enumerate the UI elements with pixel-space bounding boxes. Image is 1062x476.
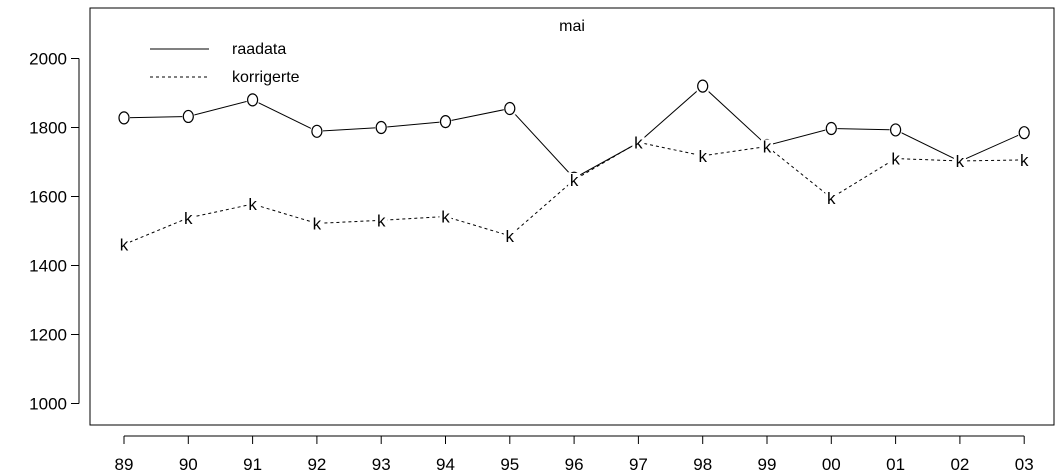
marker-knockout	[1018, 152, 1031, 167]
y-tick-label: 1800	[29, 119, 67, 138]
data-point-korrigerte: k	[634, 133, 643, 152]
data-point-korrigerte: k	[377, 211, 386, 230]
series-line-raadata	[123, 85, 1025, 179]
x-tick-label: 03	[1015, 455, 1034, 474]
data-point-korrigerte: k	[441, 208, 450, 227]
x-tick-label: 95	[500, 455, 519, 474]
data-point-raadata	[375, 120, 387, 135]
data-point-korrigerte: k	[827, 189, 836, 208]
y-tick-label: 1600	[29, 188, 67, 207]
data-point-korrigerte: k	[891, 150, 900, 169]
marker-knockout	[375, 121, 388, 134]
data-point-raadata	[697, 79, 709, 93]
series-group: k k k k k k k k k k k k k k k	[118, 79, 1031, 254]
marker-knockout	[375, 213, 388, 228]
chart-title: mai	[559, 18, 585, 35]
data-point-korrigerte: k	[120, 235, 129, 254]
data-point-korrigerte: k	[698, 147, 707, 166]
x-tick-label: 96	[565, 455, 584, 474]
data-point-korrigerte: k	[763, 137, 772, 156]
x-tick-label: 94	[436, 455, 455, 474]
marker-knockout	[503, 228, 516, 243]
y-tick-label: 2000	[29, 50, 67, 69]
marker-knockout	[1018, 126, 1031, 139]
marker-knockout	[696, 80, 709, 93]
y-tick-label: 1200	[29, 326, 67, 345]
legend: raadata korrigerte	[150, 41, 300, 86]
y-tick-label: 1000	[29, 395, 67, 414]
marker-knockout	[696, 148, 709, 163]
data-point-raadata	[439, 115, 452, 129]
legend-label-raadata: raadata	[232, 41, 286, 58]
data-point-raadata	[182, 109, 194, 124]
x-tick-label: 02	[950, 455, 969, 474]
marker-knockout	[889, 151, 902, 166]
data-point-korrigerte: k	[248, 195, 257, 214]
data-point-korrigerte: k	[506, 227, 515, 246]
marker-knockout	[953, 153, 966, 168]
data-point-korrigerte: k	[570, 171, 579, 190]
series-line-korrigerte	[123, 141, 1025, 245]
marker-knockout	[889, 123, 902, 136]
marker-knockout	[246, 93, 259, 106]
marker-knockout	[439, 209, 452, 224]
marker-knockout	[182, 110, 195, 123]
marker-knockout	[310, 125, 323, 138]
data-point-korrigerte: k	[956, 152, 965, 171]
data-point-raadata	[889, 123, 902, 137]
y-tick-label: 1400	[29, 257, 67, 276]
data-point-raadata	[311, 124, 323, 138]
data-point-raadata	[118, 111, 130, 125]
marker-knockout	[182, 210, 195, 225]
x-tick-label: 00	[822, 455, 841, 474]
marker-knockout	[825, 122, 838, 135]
x-tick-label: 01	[886, 455, 905, 474]
x-tick-label: 91	[243, 455, 262, 474]
legend-label-korrigerte: korrigerte	[232, 69, 300, 86]
data-point-korrigerte: k	[1020, 151, 1029, 170]
marker-knockout	[632, 135, 645, 150]
marker-knockout	[118, 111, 130, 124]
marker-knockout	[118, 237, 130, 252]
x-tick-label: 98	[693, 455, 712, 474]
data-point-korrigerte: k	[184, 209, 193, 228]
data-point-raadata	[504, 101, 516, 116]
axes: 1000 1200 1400 1600 1800 2000 89 90 91 92 93 94 95 96…	[29, 50, 1033, 475]
data-point-korrigerte: k	[313, 214, 322, 233]
x-tick-label: 99	[758, 455, 777, 474]
marker-knockout	[246, 197, 259, 212]
marker-knockout	[825, 190, 838, 205]
plot-frame	[89, 7, 1055, 426]
marker-knockout	[439, 115, 452, 128]
x-tick-label: 90	[179, 455, 198, 474]
marker-knockout	[568, 172, 581, 187]
marker-knockout	[503, 102, 516, 115]
data-point-raadata	[1018, 126, 1030, 140]
marker-knockout	[761, 139, 773, 154]
x-tick-label: 92	[307, 455, 326, 474]
data-point-raadata	[825, 121, 837, 136]
marker-knockout	[310, 216, 323, 231]
x-tick-label: 97	[629, 455, 648, 474]
data-point-raadata	[247, 93, 259, 107]
x-tick-label: 93	[372, 455, 391, 474]
x-tick-label: 89	[115, 455, 134, 474]
